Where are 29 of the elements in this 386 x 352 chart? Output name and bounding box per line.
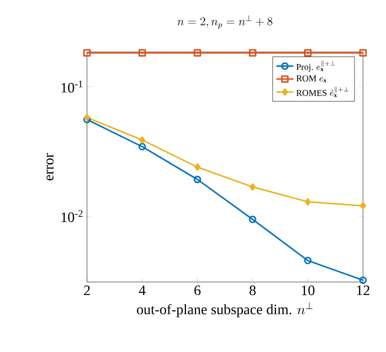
y-tick-label: 10$^{-2}$ <box>62 210 82 222</box>
point <box>304 198 311 206</box>
point <box>248 216 256 224</box>
point <box>138 49 146 57</box>
point <box>139 136 146 144</box>
point <box>304 49 312 57</box>
x-tick-label: 2 <box>84 286 90 296</box>
point <box>83 49 91 57</box>
y-tick-label: 10$^{-1}$ <box>62 80 82 93</box>
x-tick-label: 8 <box>250 286 256 296</box>
x-tick-label: 12 <box>357 286 370 296</box>
x-tick-label: 10 <box>302 286 314 296</box>
point <box>250 183 256 191</box>
x-tick-label: 4 <box>138 286 146 295</box>
point <box>194 163 200 171</box>
point <box>359 49 367 57</box>
point <box>360 202 366 210</box>
legend-label: $\mathrm{Proj.}\; e_{\mathbf{x}}^{\parallel+\perp}$ <box>296 60 336 72</box>
y-axis-title: error <box>46 153 54 180</box>
point <box>194 49 202 57</box>
point <box>194 176 202 184</box>
point <box>304 256 312 264</box>
x-tick-label: 6 <box>194 286 201 296</box>
x-axis-title: $\text{out-of-plane subspace dim. } n^{\perp}$ <box>136 302 313 318</box>
chart-title: $n = 2, n_p = n^{\perp} + 8$ <box>177 15 272 29</box>
point <box>248 49 256 57</box>
legend-label: $\mathrm{ROM}\; e_{\mathbf{x}}$ <box>296 75 326 82</box>
legend-label: $\mathrm{ROMES}\; \tilde{e}_{\mathbf{x}}^{\parallel+\perp}$ <box>296 86 348 97</box>
point <box>138 142 146 150</box>
